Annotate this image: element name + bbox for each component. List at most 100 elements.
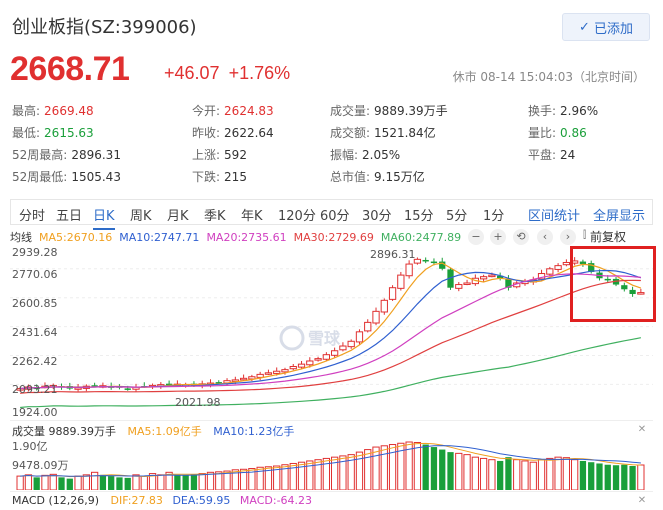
candle: [322, 354, 331, 360]
zoom-in-icon[interactable]: +: [490, 229, 506, 245]
candle: [297, 363, 306, 368]
macd-legend: MACD (12,26,9) DIF:27.83 DEA:59.95 MACD:…: [12, 494, 312, 507]
volume-bar: [463, 454, 471, 490]
stat-item: 换手: 2.96%: [528, 102, 598, 119]
period-tab[interactable]: 分时: [19, 209, 46, 224]
stat-item: 52周最高: 2896.31: [12, 146, 121, 163]
volume-bar: [99, 474, 107, 490]
candle: [629, 289, 636, 295]
period-tab[interactable]: 1分: [483, 209, 505, 224]
volume-bar: [116, 477, 123, 490]
volume-bar: [148, 473, 157, 490]
volume-bar: [364, 449, 372, 490]
period-tab[interactable]: 日K: [93, 205, 115, 230]
ma-title: 均线: [10, 231, 32, 244]
candle: [273, 370, 281, 374]
stat-value: 24: [560, 148, 576, 162]
stat-label: 平盘:: [528, 148, 557, 162]
volume-bar: [521, 460, 529, 490]
period-tab[interactable]: 五日: [56, 209, 83, 224]
split-icon[interactable]: ⫿: [583, 230, 587, 241]
volume-bar: [182, 475, 189, 490]
volume-bar: [413, 442, 422, 490]
interval-stats-link[interactable]: 区间统计: [528, 209, 581, 224]
volume-bar: [604, 464, 611, 490]
volume-bar: [430, 447, 438, 490]
period-tab[interactable]: 60分: [320, 209, 350, 224]
candle: [463, 282, 471, 285]
volume-bar: [388, 444, 397, 490]
volume-bar: [273, 465, 281, 490]
stat-item: 成交量: 9889.39万手: [330, 102, 448, 119]
adjust-toggle[interactable]: 前复权: [590, 230, 627, 244]
stat-item: 成交额: 1521.84亿: [330, 124, 436, 141]
candle: [430, 261, 438, 264]
candle: [562, 261, 571, 266]
stat-item: 今开: 2624.83: [192, 102, 274, 119]
period-tab[interactable]: 15分: [404, 209, 434, 224]
candle: [447, 269, 454, 288]
volume-bar: [322, 457, 331, 490]
check-icon: ✓: [579, 19, 590, 35]
stat-label: 成交额:: [330, 126, 371, 140]
volume-bar: [397, 442, 405, 490]
candle: [422, 259, 429, 262]
followed-button[interactable]: ✓ 已添加: [562, 13, 650, 41]
volume-bar: [49, 473, 57, 490]
close-volume-icon[interactable]: ✕: [637, 424, 647, 435]
period-tab[interactable]: 月K: [167, 209, 189, 224]
candle: [588, 263, 595, 272]
volume-bar: [596, 463, 603, 490]
volume-bar: [82, 474, 90, 490]
stat-value: 2622.64: [224, 126, 274, 140]
candle: [479, 276, 488, 280]
volume-bar: [439, 449, 446, 490]
min-price-label: 2021.98: [175, 396, 221, 409]
volume-bar: [505, 457, 512, 490]
prev-icon[interactable]: ‹: [537, 229, 553, 245]
stat-label: 52周最高:: [12, 148, 68, 162]
volume-chart[interactable]: [10, 438, 653, 490]
candle: [124, 388, 131, 390]
period-tab[interactable]: 120分: [278, 209, 316, 224]
period-tab[interactable]: 季K: [204, 209, 226, 224]
ma-item: MA60:2477.89: [380, 231, 462, 244]
reset-icon[interactable]: ⟲: [513, 229, 529, 245]
candle: [505, 278, 512, 288]
candle: [397, 274, 405, 289]
macd-title: MACD (12,26,9): [12, 494, 100, 507]
stat-label: 振幅:: [330, 148, 359, 162]
fullscreen-link[interactable]: 全屏显示: [593, 209, 646, 224]
candle: [579, 261, 587, 265]
ma-item: MA5:2670.16: [39, 231, 113, 244]
volume-bar: [223, 470, 231, 490]
volume-bar: [108, 476, 115, 490]
stat-label: 今开:: [192, 104, 221, 118]
volume-bar: [314, 459, 322, 490]
period-tab[interactable]: 5分: [446, 209, 468, 224]
period-tab[interactable]: 30分: [362, 209, 392, 224]
candle: [331, 350, 339, 356]
volume-bar: [90, 471, 99, 490]
stat-value: 0.86: [560, 126, 587, 140]
volume-bar: [231, 469, 239, 490]
candle: [347, 340, 355, 348]
next-icon[interactable]: ›: [560, 229, 576, 245]
kline-chart[interactable]: [10, 245, 653, 415]
candle: [497, 275, 504, 279]
stat-item: 52周最低: 1505.43: [12, 168, 121, 185]
candle: [439, 261, 446, 269]
candle: [165, 383, 173, 386]
stat-value: 592: [224, 148, 247, 162]
period-tab[interactable]: 年K: [241, 209, 263, 224]
zoom-out-icon[interactable]: −: [468, 229, 484, 245]
stat-label: 上涨:: [192, 148, 221, 162]
candle: [637, 292, 645, 295]
ma-item: MA20:2735.61: [206, 231, 287, 244]
candle: [372, 310, 380, 324]
close-macd-icon[interactable]: ✕: [637, 495, 647, 506]
period-tab[interactable]: 周K: [130, 209, 152, 224]
candle: [380, 299, 388, 313]
volume-y-mid: 9478.09万: [12, 459, 69, 472]
candle: [281, 369, 289, 373]
